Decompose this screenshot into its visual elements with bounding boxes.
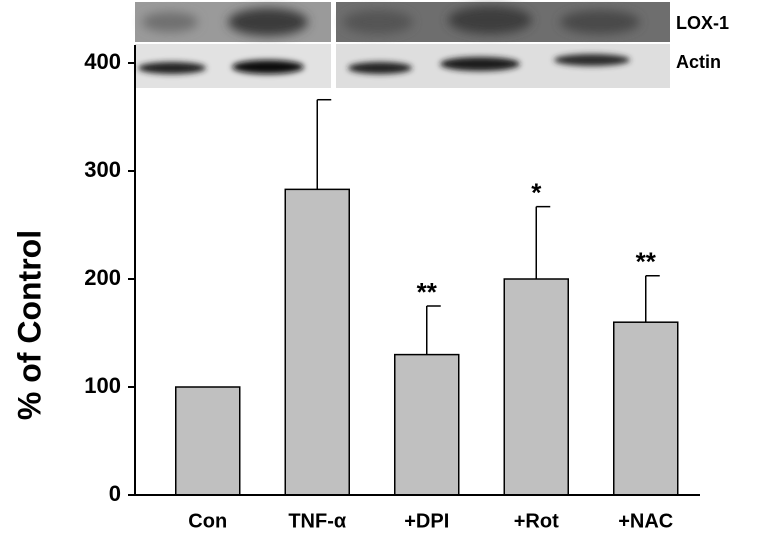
y-tick-label: 100 [84, 373, 121, 398]
blot-label: Actin [676, 52, 721, 72]
bar [503, 278, 569, 496]
x-tick-label: TNF-α [288, 510, 347, 532]
y-tick-label: 400 [84, 49, 121, 74]
western-blot [135, 2, 670, 88]
bar [284, 188, 350, 496]
y-tick-label: 0 [109, 481, 121, 506]
bar [613, 321, 679, 496]
x-tick-label: Con [188, 510, 227, 532]
y-axis-label: % of Control [11, 230, 47, 420]
significance-label: * [531, 178, 542, 208]
significance-label: ** [417, 277, 438, 307]
y-tick-label: 200 [84, 265, 121, 290]
x-tick-label: +DPI [404, 510, 449, 532]
blot-label: LOX-1 [676, 13, 729, 33]
y-tick-label: 300 [84, 157, 121, 182]
bar [175, 386, 241, 496]
x-tick-label: +NAC [618, 510, 673, 532]
x-tick-label: +Rot [514, 510, 559, 532]
bar [394, 353, 460, 496]
significance-label: ** [636, 247, 657, 277]
